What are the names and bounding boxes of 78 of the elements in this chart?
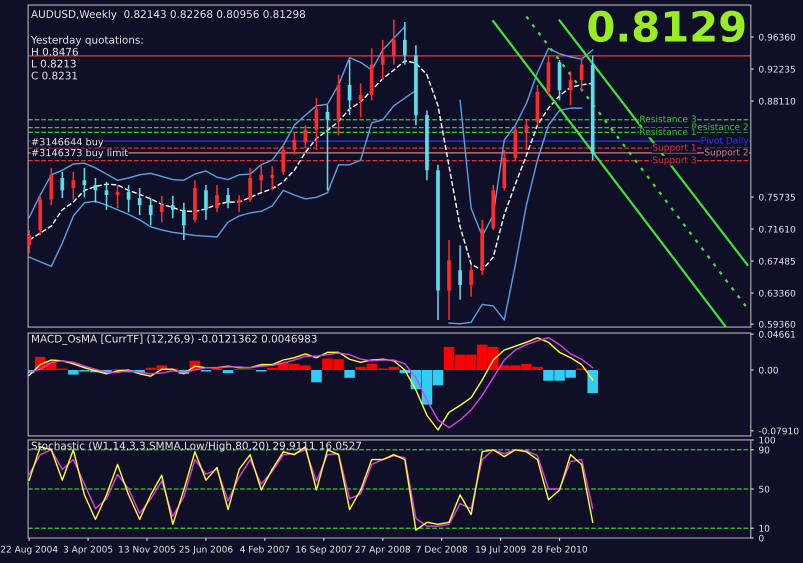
x-tick-label: 4 Feb 2007 — [240, 546, 290, 553]
candlestick — [226, 187, 230, 209]
y-tick-label: 0.96360 — [759, 34, 796, 41]
candlestick — [358, 82, 362, 118]
candlestick — [182, 202, 186, 241]
y-tick-label: 0.00 — [759, 366, 778, 374]
ref-line-label: Support 3 — [652, 156, 696, 166]
y-tick-label: -0.07910 — [758, 428, 798, 434]
candlestick — [126, 184, 130, 213]
y-tick-label: 0.88110 — [759, 98, 796, 105]
bar — [222, 370, 234, 374]
candlestick — [170, 195, 175, 220]
ref-line-label: Pivot Daily — [702, 136, 748, 146]
candlestick — [72, 170, 76, 200]
candlestick — [237, 194, 241, 213]
candlestick — [281, 144, 286, 176]
annotation: C 0.8231 — [32, 72, 78, 80]
chart-subtitle: 0.8129 — [588, 10, 745, 42]
annotation: #3146373 buy limit — [32, 148, 128, 158]
candlestick — [458, 244, 462, 301]
y-tick-label: 50 — [759, 486, 770, 493]
y-tick-label: 0.59360 — [759, 320, 796, 328]
x-tick-label: 25 Jun 2006 — [179, 546, 233, 554]
chart-title: AUDUSD,Weekly 0.82143 0.82268 0.80956 0.81298 — [31, 10, 306, 20]
y-tick-label: 0 — [759, 534, 764, 542]
annotation: #3146644 buy — [32, 138, 104, 148]
y-tick-label: 0.67485 — [759, 258, 795, 265]
candlestick — [568, 70, 572, 106]
bar — [344, 370, 355, 378]
candlestick — [469, 264, 473, 298]
x-tick-label: 3 Apr 2005 — [64, 546, 112, 554]
candlestick — [148, 197, 153, 226]
chart-title: MACD_OsMA [CurrTF] (12,26,9) -0.0121362 0.0046983 — [32, 334, 317, 345]
candlestick — [60, 170, 64, 199]
x-tick-label: 19 Jul 2009 — [476, 546, 526, 554]
x-tick-label: 16 Sep 2007 — [296, 546, 352, 554]
ref-line-label: Resistance 1 — [640, 128, 696, 136]
x-tick-label: 27 Apr 2008 — [356, 546, 410, 554]
y-tick-label: 0.75735 — [759, 194, 795, 201]
bar — [587, 370, 598, 394]
x-tick-label: 22 Aug 2004 — [0, 546, 58, 554]
candlestick — [204, 184, 208, 221]
candlestick — [215, 184, 219, 213]
ref-line-label: Resistance 2 — [692, 123, 748, 130]
candlestick — [304, 124, 308, 150]
candlestick — [292, 131, 296, 156]
annotation: H 0.8476 — [32, 48, 78, 56]
candlestick — [524, 118, 528, 151]
candlestick — [160, 195, 164, 223]
x-tick-label: 13 Nov 2005 — [119, 546, 176, 553]
bar — [311, 370, 322, 382]
candlestick — [259, 164, 264, 193]
x-tick-label: 7 Dec 2008 — [416, 546, 468, 553]
annotation: Yesterday quotations: — [30, 36, 143, 46]
ref-line-label: Resistance 3 — [640, 115, 696, 122]
ref-line-label: Support 1 — [652, 144, 696, 152]
y-tick-label: 0.71610 — [759, 226, 796, 233]
candlestick — [270, 166, 274, 192]
y-tick-label: 0.92235 — [759, 66, 795, 73]
annotation: L 0.8213 — [32, 60, 76, 68]
candlestick — [104, 181, 108, 211]
y-tick-label: 10 — [759, 524, 770, 532]
x-tick-label: 28 Feb 2010 — [532, 546, 588, 553]
candlestick — [348, 59, 352, 116]
candlestick — [138, 187, 142, 216]
candlestick — [82, 167, 86, 198]
candlestick — [326, 104, 330, 192]
candlestick — [248, 167, 252, 203]
candlestick — [94, 177, 98, 204]
ref-line-label: Support 2 — [704, 148, 748, 158]
candlestick — [403, 21, 407, 66]
candlestick — [116, 184, 120, 209]
y-tick-label: 0.04661 — [759, 330, 795, 338]
y-tick-label: 90 — [759, 446, 770, 454]
y-tick-label: 100 — [759, 436, 776, 444]
y-tick-label: 0.63360 — [759, 290, 796, 297]
line-series — [28, 60, 594, 271]
candlestick — [314, 97, 318, 151]
